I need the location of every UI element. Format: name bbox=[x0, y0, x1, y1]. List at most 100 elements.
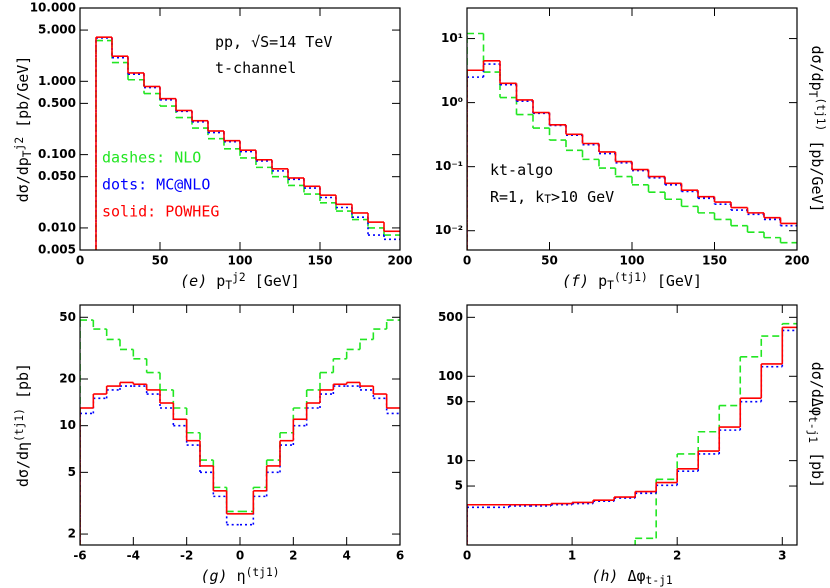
text-part: p bbox=[207, 272, 225, 290]
text-part: p bbox=[589, 272, 607, 290]
x-tick-label: 4 bbox=[342, 549, 350, 563]
text-part: T bbox=[21, 150, 34, 157]
x-tick-label: 200 bbox=[387, 254, 412, 268]
y-tick-label: 0.100 bbox=[38, 147, 76, 161]
text-part: >10 GeV bbox=[551, 188, 614, 206]
x-tick-label: 2 bbox=[673, 549, 681, 563]
text-part: R=1, k bbox=[490, 188, 544, 206]
text-part: t-j1 bbox=[806, 416, 819, 443]
text-part: (f) bbox=[562, 272, 589, 290]
x-tick-label: 150 bbox=[307, 254, 332, 268]
x-axis-label: (g) η(tj1) bbox=[200, 566, 279, 585]
text-part: t-j1 bbox=[646, 574, 673, 587]
text-part: (tj1) bbox=[246, 566, 280, 579]
y-tick-label: 5 bbox=[455, 479, 463, 493]
text-part: j2 bbox=[13, 137, 26, 151]
text-part: T bbox=[806, 91, 819, 98]
y-tick-label: 0.005 bbox=[38, 243, 76, 257]
text-part: [GeV] bbox=[246, 272, 300, 290]
plot-area bbox=[95, 36, 400, 250]
y-tick-label: 50 bbox=[446, 394, 463, 408]
annotation: kt-algo bbox=[490, 161, 553, 179]
plot-frame bbox=[466, 7, 798, 251]
x-tick-label: 50 bbox=[541, 254, 558, 268]
legend-entry: solid: POWHEG bbox=[102, 203, 219, 221]
text-part: [pb/GeV] bbox=[14, 56, 32, 137]
y-tick-label: 20 bbox=[59, 371, 76, 385]
text-part: [pb] bbox=[808, 443, 826, 488]
y-tick-label: 100 bbox=[438, 369, 463, 383]
text-part: pp, √S=14 TeV bbox=[215, 33, 332, 51]
x-axis-label: (e) pTj2 [GeV] bbox=[180, 271, 300, 292]
x-axis-label: (h) Δφt-j1 bbox=[591, 567, 673, 587]
text-part: T bbox=[607, 279, 614, 292]
legend-entry: dots: MC@NLO bbox=[102, 176, 210, 194]
x-tick-label: 1 bbox=[568, 549, 576, 563]
text-part: T bbox=[225, 279, 232, 292]
text-part: Δφ bbox=[618, 567, 645, 585]
x-tick-label: -2 bbox=[180, 549, 193, 563]
text-part: t-channel bbox=[215, 59, 296, 77]
y-axis-label: dσ/dpT(tj1) [pb/GeV] bbox=[806, 45, 827, 212]
x-tick-label: -4 bbox=[127, 549, 140, 563]
y-axis-label: dσ/dΔφt-j1 [pb] bbox=[806, 362, 826, 488]
plot-frame bbox=[466, 304, 798, 546]
text-part: dσ/dp bbox=[14, 157, 32, 202]
plot-area bbox=[467, 32, 797, 250]
y-tick-label: 10⁰ bbox=[441, 95, 463, 109]
text-part: (tj1) bbox=[13, 408, 26, 442]
x-tick-label: 0 bbox=[236, 549, 244, 563]
y-tick-label: 0.010 bbox=[38, 220, 76, 234]
y-tick-label: 10¹ bbox=[441, 31, 463, 45]
y-tick-label: 10 bbox=[446, 453, 463, 467]
plot-area bbox=[467, 322, 797, 545]
annotation: t-channel bbox=[215, 59, 296, 77]
plot-frame bbox=[79, 304, 401, 546]
legend-entry: dashes: NLO bbox=[102, 149, 201, 167]
x-tick-label: 100 bbox=[619, 254, 644, 268]
text-part: dσ/dp bbox=[808, 45, 826, 90]
text-part: dσ/dη bbox=[14, 442, 32, 487]
text-part: (g) bbox=[200, 567, 227, 585]
text-part: (tj1) bbox=[614, 271, 648, 284]
y-tick-label: 50 bbox=[59, 310, 76, 324]
annotation: pp, √S=14 TeV bbox=[215, 33, 332, 51]
x-tick-label: 3 bbox=[778, 549, 786, 563]
y-tick-label: 1.000 bbox=[38, 74, 76, 88]
y-axis-label: dσ/dη(tj1) [pb] bbox=[13, 363, 32, 487]
y-tick-label: 500 bbox=[438, 310, 463, 324]
x-tick-label: 0 bbox=[76, 254, 84, 268]
y-tick-label: 5.000 bbox=[38, 23, 76, 37]
y-axis-label: dσ/dpTj2 [pb/GeV] bbox=[13, 56, 34, 203]
plot-frame bbox=[79, 7, 401, 251]
text-part: [GeV] bbox=[648, 272, 702, 290]
x-tick-label: 100 bbox=[227, 254, 252, 268]
text-part: j2 bbox=[232, 271, 246, 284]
y-tick-label: 10⁻¹ bbox=[435, 159, 463, 173]
text-part: kt-algo bbox=[490, 161, 553, 179]
text-part: (e) bbox=[180, 272, 207, 290]
plot-area bbox=[80, 319, 400, 545]
text-part: η bbox=[228, 567, 246, 585]
text-part: [pb] bbox=[14, 363, 32, 408]
y-tick-label: 0.500 bbox=[38, 96, 76, 110]
annotation: R=1, kT>10 GeV bbox=[490, 188, 614, 207]
x-tick-label: -6 bbox=[73, 549, 86, 563]
y-tick-label: 0.050 bbox=[38, 169, 76, 183]
x-tick-label: 0 bbox=[463, 254, 471, 268]
x-axis-label: (f) pT(tj1) [GeV] bbox=[562, 271, 702, 292]
x-tick-label: 200 bbox=[784, 254, 809, 268]
x-tick-label: 0 bbox=[463, 549, 471, 563]
text-part: (tj1) bbox=[814, 97, 827, 131]
text-part: (h) bbox=[591, 567, 618, 585]
text-part: dσ/dΔφ bbox=[808, 362, 826, 416]
y-tick-label: 10⁻² bbox=[435, 223, 463, 237]
text-part: [pb/GeV] bbox=[808, 131, 826, 212]
text-part: T bbox=[544, 193, 551, 206]
x-tick-label: 2 bbox=[289, 549, 297, 563]
y-tick-label: 5 bbox=[68, 465, 76, 479]
x-tick-label: 150 bbox=[702, 254, 727, 268]
y-tick-label: 2 bbox=[68, 527, 76, 541]
y-tick-label: 10.000 bbox=[30, 1, 76, 15]
